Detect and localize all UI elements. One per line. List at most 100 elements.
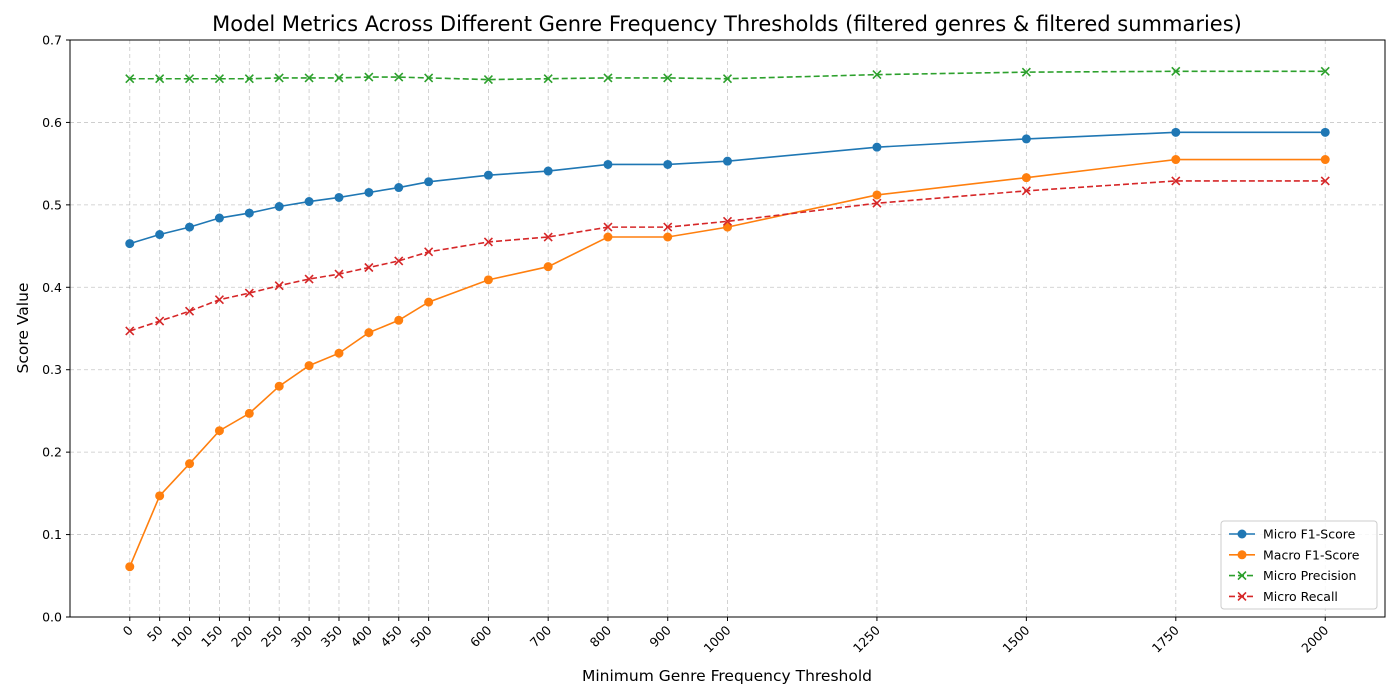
data-point [1021,134,1031,144]
data-point [1237,550,1247,560]
data-point [155,316,165,326]
data-point [1320,66,1330,76]
data-point [125,326,135,336]
series-micro-precision [125,66,1330,85]
data-point [364,262,374,273]
data-point [1237,529,1247,539]
data-point [364,72,374,82]
data-point [723,156,732,166]
data-point [663,159,673,169]
legend-label: Micro F1-Score [1263,527,1356,542]
data-point [483,75,493,85]
data-point [603,222,613,232]
legend-item: Micro F1-Score [1229,527,1356,542]
data-point [334,73,344,83]
data-point [364,328,374,338]
legend-label: Micro Recall [1263,589,1338,604]
data-point [244,408,254,418]
data-point [304,274,314,284]
data-point [1021,186,1031,196]
data-point [214,295,224,305]
series-macro-f1-score [125,155,1330,572]
data-point [1021,173,1031,183]
data-point [1021,67,1031,77]
data-point [543,166,553,176]
data-point [872,142,882,152]
data-point [722,74,733,84]
data-point [1320,155,1330,165]
data-point [334,348,344,358]
y-tick-label: 0.5 [42,197,62,212]
data-point [304,197,314,207]
data-point [1237,571,1247,581]
data-point [424,73,434,83]
legend-item: Micro Recall [1229,589,1338,604]
data-point [424,297,434,307]
data-point [394,256,404,266]
data-point [244,74,254,84]
data-point [214,74,224,84]
series-line [129,131,1326,245]
data-point [1237,591,1247,601]
data-point [304,361,314,371]
data-point [394,183,404,193]
data-point [1320,176,1330,186]
legend: Micro F1-Score Macro F1-Score Micro Precis… [1220,520,1378,610]
legend-item: Micro Precision [1229,568,1356,583]
data-point [274,381,284,391]
data-point [543,232,553,242]
data-point [214,426,224,436]
y-tick-label: 0.2 [42,445,62,460]
data-point [663,232,673,242]
data-point [1171,176,1181,186]
data-point [334,192,344,202]
data-point [155,230,165,240]
x-axis-label: Minimum Genre Frequency Threshold [582,667,872,685]
series-micro-recall [125,176,1330,336]
data-point [603,232,613,242]
data-point [723,222,732,232]
data-point [184,306,195,316]
y-axis: 0.0 0.1 0.2 0.3 0.4 0.5 0.6 0.7 [42,33,70,625]
data-point [185,222,195,232]
y-tick-label: 0.1 [42,527,62,542]
data-point [155,74,165,84]
data-point [872,70,882,80]
data-point [543,74,553,84]
data-point [424,177,434,187]
y-tick-label: 0.3 [42,362,62,377]
data-point [334,269,344,279]
legend-box [1220,520,1378,610]
data-point [125,239,135,249]
data-point [274,281,284,291]
data-point [1171,155,1181,165]
data-point [125,562,135,572]
data-point [483,170,493,180]
data-point [244,288,254,298]
y-tick-label: 0.7 [42,33,62,48]
data-point [483,275,493,285]
data-point [185,459,195,469]
data-point [364,187,374,197]
data-point [125,74,135,84]
data-point [274,73,284,83]
data-point [722,216,733,226]
data-point [394,315,404,325]
data-point [603,159,613,169]
series-line [129,70,1326,81]
data-point [663,222,673,232]
series-micro-f1-score [125,127,1330,249]
data-point [304,73,314,83]
series-layer [125,66,1330,572]
data-point [394,72,404,82]
data-point [244,208,254,218]
data-point [1171,127,1181,137]
data-point [184,74,195,84]
y-tick-label: 0.0 [42,610,62,625]
data-point [603,73,613,83]
y-tick-label: 0.4 [42,280,62,295]
legend-label: Micro Precision [1263,568,1356,583]
data-point [663,73,673,83]
